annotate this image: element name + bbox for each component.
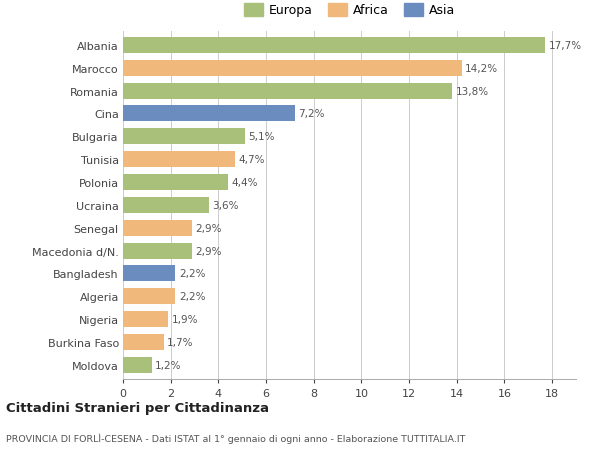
Legend: Europa, Africa, Asia: Europa, Africa, Asia — [239, 0, 460, 22]
Bar — [123, 334, 164, 350]
Text: 17,7%: 17,7% — [548, 41, 582, 51]
Text: 7,2%: 7,2% — [298, 109, 325, 119]
Text: Cittadini Stranieri per Cittadinanza: Cittadini Stranieri per Cittadinanza — [6, 401, 269, 414]
Bar — [123, 357, 152, 373]
Text: 1,9%: 1,9% — [172, 314, 199, 325]
Text: 2,9%: 2,9% — [196, 223, 222, 233]
Bar — [123, 243, 192, 259]
Bar — [123, 84, 452, 100]
Bar — [123, 266, 175, 282]
Text: PROVINCIA DI FORLÌ-CESENA - Dati ISTAT al 1° gennaio di ogni anno - Elaborazione: PROVINCIA DI FORLÌ-CESENA - Dati ISTAT a… — [6, 432, 466, 442]
Bar — [123, 197, 209, 213]
Text: 2,2%: 2,2% — [179, 269, 206, 279]
Bar — [123, 129, 245, 145]
Text: 4,7%: 4,7% — [239, 155, 265, 165]
Text: 5,1%: 5,1% — [248, 132, 275, 142]
Text: 1,7%: 1,7% — [167, 337, 194, 347]
Bar — [123, 106, 295, 122]
Text: 2,9%: 2,9% — [196, 246, 222, 256]
Text: 3,6%: 3,6% — [212, 201, 239, 210]
Text: 14,2%: 14,2% — [465, 64, 498, 73]
Bar — [123, 289, 175, 305]
Bar — [123, 220, 192, 236]
Text: 13,8%: 13,8% — [455, 86, 489, 96]
Text: 4,4%: 4,4% — [232, 178, 258, 188]
Text: 2,2%: 2,2% — [179, 291, 206, 302]
Bar — [123, 152, 235, 168]
Bar — [123, 311, 168, 327]
Bar — [123, 38, 545, 54]
Bar — [123, 174, 228, 190]
Bar — [123, 61, 461, 77]
Text: 1,2%: 1,2% — [155, 360, 182, 370]
